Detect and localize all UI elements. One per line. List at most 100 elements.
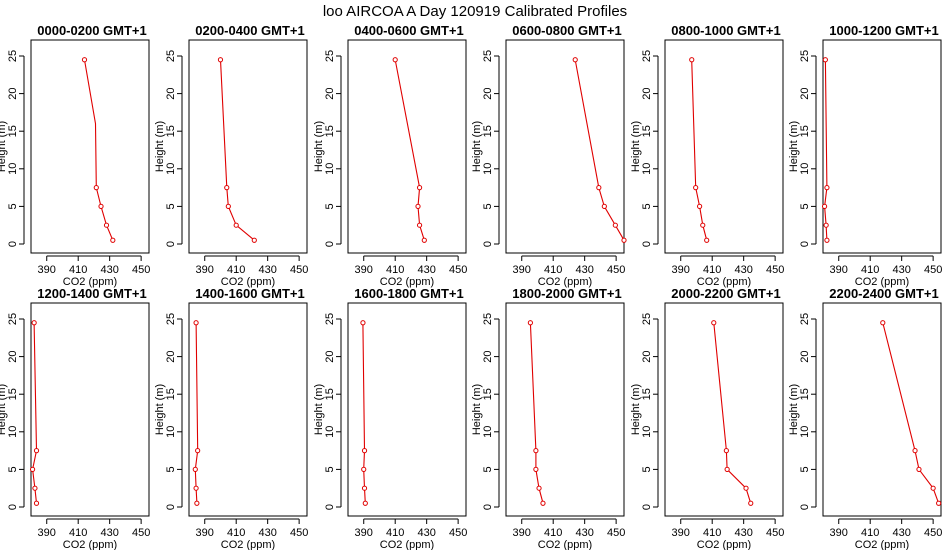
- panel-title: 1000-1200 GMT+1: [829, 23, 938, 38]
- y-tick-label: 15: [641, 388, 653, 400]
- panel-9: 1600-1800 GMT+1 0 5 10 15 20 25 Height (m) 390 41…: [313, 286, 467, 550]
- y-tick-label: 10: [641, 163, 653, 175]
- plot-frame: [505, 39, 625, 254]
- x-tick-label: 410: [386, 264, 404, 276]
- profile-line: [394, 59, 425, 241]
- data-point: [32, 485, 38, 491]
- x-axis-label: CO2 (ppm): [221, 276, 275, 288]
- data-point: [621, 237, 627, 243]
- x-tick-label: 410: [227, 264, 245, 276]
- y-axis: 0 5 10 15 20 25 Height (m): [630, 313, 659, 510]
- x-tick-label: 410: [69, 527, 87, 539]
- y-tick-label: 10: [482, 163, 494, 175]
- data-point: [697, 203, 703, 209]
- data-point: [33, 500, 40, 506]
- plot-frame: [30, 302, 150, 517]
- data-point: [251, 237, 257, 243]
- panel-title: 1600-1800 GMT+1: [354, 286, 463, 301]
- x-axis: 390 410 430 450 CO2 (ppm): [672, 518, 784, 550]
- y-tick-label: 20: [165, 87, 177, 99]
- y-axis: 0 5 10 15 20 25 Height (m): [788, 313, 817, 510]
- data-point: [527, 320, 533, 326]
- x-tick-label: 390: [830, 527, 848, 539]
- y-tick-label: 20: [482, 87, 494, 99]
- x-axis: 390 410 430 450 CO2 (ppm): [513, 255, 625, 288]
- y-tick-label: 5: [482, 466, 494, 472]
- x-tick-label: 450: [607, 264, 625, 276]
- y-tick-label: 5: [641, 203, 653, 209]
- plot-frame: [188, 302, 308, 517]
- data-point: [31, 320, 37, 326]
- data-point: [361, 485, 368, 491]
- x-tick-label: 430: [892, 527, 910, 539]
- x-tick-label: 450: [607, 527, 625, 539]
- y-tick-label: 10: [7, 163, 19, 175]
- x-tick-label: 450: [924, 527, 942, 539]
- plot-frame: [505, 302, 625, 517]
- x-tick-label: 410: [69, 264, 87, 276]
- x-axis-label: CO2 (ppm): [697, 539, 751, 550]
- data-point: [416, 185, 423, 191]
- data-point: [193, 485, 199, 491]
- y-axis-label: Height (m): [471, 384, 483, 435]
- plot-frame: [822, 302, 942, 517]
- y-axis: 0 5 10 15 20 25 Height (m): [788, 50, 817, 247]
- panel-title: 0000-0200 GMT+1: [37, 23, 146, 38]
- profile-line: [574, 59, 625, 241]
- y-tick-label: 10: [165, 163, 177, 175]
- y-tick-label: 25: [641, 313, 653, 325]
- x-tick-label: 390: [38, 264, 56, 276]
- y-tick-label: 5: [799, 466, 811, 472]
- data-point: [704, 237, 710, 243]
- data-point: [361, 466, 367, 472]
- profile-line: [32, 322, 38, 504]
- x-tick-label: 450: [132, 264, 150, 276]
- x-tick-label: 390: [196, 264, 214, 276]
- x-tick-label: 390: [672, 264, 690, 276]
- x-tick-label: 430: [575, 527, 593, 539]
- y-tick-label: 0: [165, 241, 177, 247]
- y-tick-label: 20: [641, 350, 653, 362]
- panel-10: 1800-2000 GMT+1 0 5 10 15 20 25 Height (m) 390 41…: [471, 286, 625, 550]
- data-point: [723, 448, 729, 454]
- y-tick-label: 10: [482, 426, 494, 438]
- y-axis-label: Height (m): [313, 384, 325, 435]
- x-tick-label: 450: [290, 527, 308, 539]
- data-point: [824, 237, 830, 243]
- y-tick-label: 25: [7, 50, 19, 62]
- y-tick-label: 25: [482, 50, 494, 62]
- y-tick-label: 0: [482, 241, 494, 247]
- y-tick-label: 5: [165, 466, 177, 472]
- y-tick-label: 5: [165, 203, 177, 209]
- y-tick-label: 20: [7, 350, 19, 362]
- y-tick-label: 15: [799, 388, 811, 400]
- profile-line: [882, 322, 940, 504]
- x-tick-label: 450: [290, 264, 308, 276]
- y-tick-label: 15: [799, 125, 811, 137]
- y-tick-label: 20: [641, 87, 653, 99]
- data-point: [361, 448, 368, 454]
- y-axis: 0 5 10 15 20 25 Height (m): [313, 313, 342, 510]
- x-tick-label: 430: [100, 527, 118, 539]
- data-point: [930, 485, 936, 491]
- data-point: [103, 222, 110, 228]
- data-point: [572, 57, 578, 63]
- data-point: [29, 466, 36, 472]
- x-axis-label: CO2 (ppm): [697, 276, 751, 288]
- data-point: [596, 185, 602, 191]
- x-axis-label: CO2 (ppm): [63, 539, 117, 550]
- data-point: [193, 320, 199, 326]
- x-tick-label: 410: [544, 264, 562, 276]
- data-point: [748, 500, 754, 506]
- data-point: [601, 203, 607, 209]
- data-point: [612, 222, 618, 228]
- x-tick-label: 430: [258, 264, 276, 276]
- y-tick-label: 5: [482, 203, 494, 209]
- x-axis: 390 410 430 450 CO2 (ppm): [830, 518, 942, 550]
- x-tick-label: 410: [861, 527, 879, 539]
- y-tick-label: 0: [799, 504, 811, 510]
- y-axis-label: Height (m): [630, 384, 642, 435]
- x-tick-label: 410: [544, 527, 562, 539]
- y-axis: 0 5 10 15 20 25 Height (m): [471, 313, 500, 510]
- profile-line: [219, 59, 255, 241]
